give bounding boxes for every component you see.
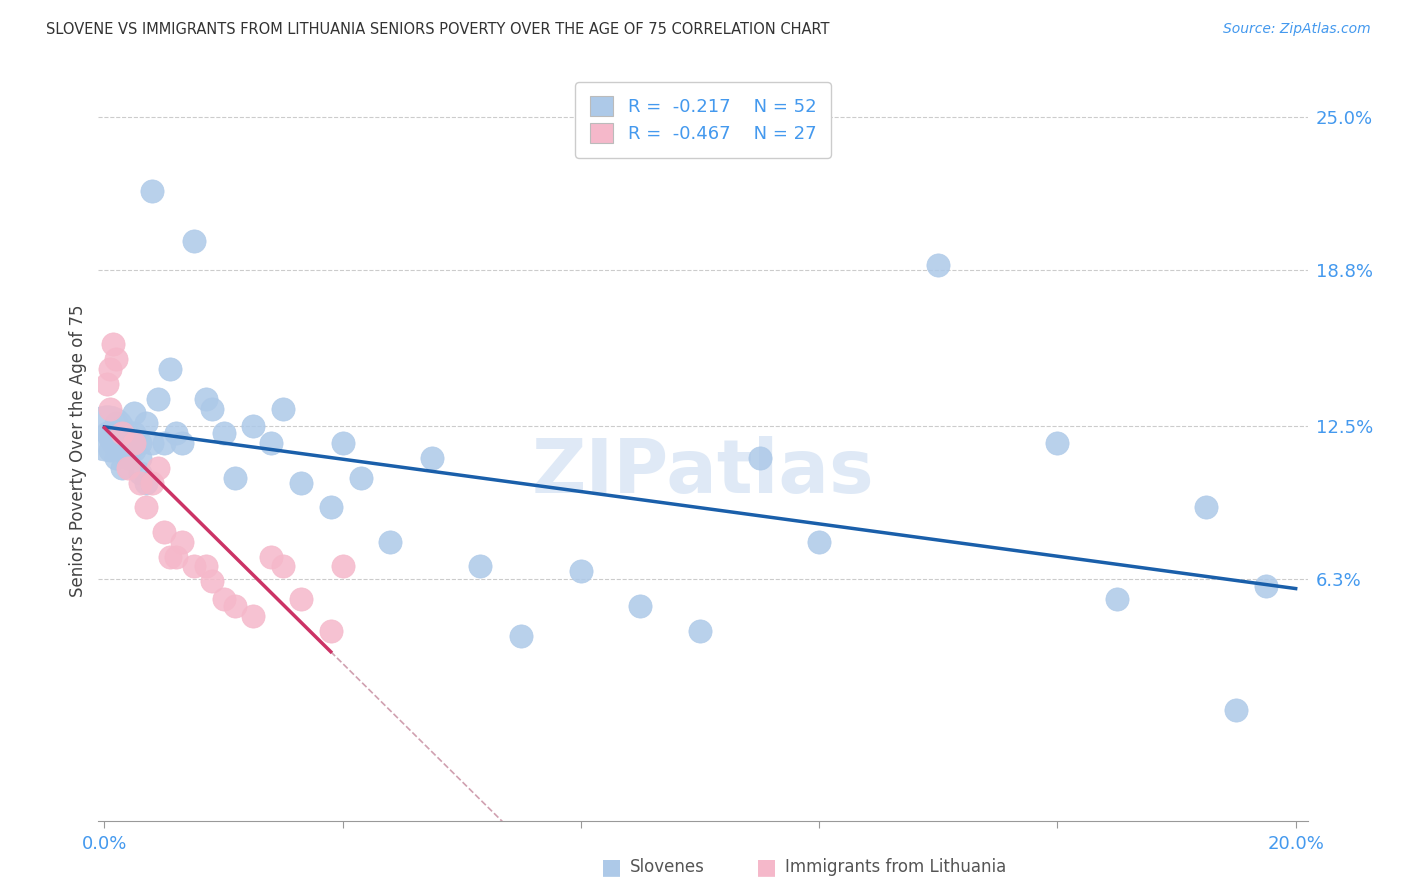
Point [271, 401, 294, 416]
Point [1195, 500, 1218, 515]
Point [183, 559, 205, 574]
Point [332, 436, 354, 450]
Point [194, 392, 217, 406]
Point [170, 436, 193, 450]
Text: Slovenes: Slovenes [630, 858, 704, 876]
Point [135, 475, 157, 490]
Point [105, 417, 128, 431]
Point [129, 450, 152, 465]
Point [242, 608, 264, 623]
Point [927, 259, 949, 273]
Point [98, 431, 121, 445]
Point [319, 624, 342, 638]
Point [103, 337, 125, 351]
Point [200, 401, 222, 416]
Point [96, 426, 118, 441]
Point [165, 426, 187, 441]
Text: ZIPatlas: ZIPatlas [531, 436, 875, 509]
Point [349, 470, 371, 484]
Point [146, 460, 169, 475]
Point [689, 624, 711, 638]
Point [165, 549, 187, 564]
Point [111, 426, 134, 441]
Point [111, 426, 134, 441]
Point [1254, 579, 1277, 593]
Point [129, 475, 152, 490]
Point [808, 534, 831, 549]
Text: ■: ■ [756, 857, 776, 877]
Point [111, 460, 134, 475]
Point [98, 443, 121, 458]
Point [105, 450, 128, 465]
Point [630, 599, 652, 613]
Y-axis label: Seniors Poverty Over the Age of 75: Seniors Poverty Over the Age of 75 [69, 304, 87, 597]
Point [129, 466, 152, 480]
Point [98, 362, 121, 376]
Point [468, 559, 491, 574]
Point [260, 549, 283, 564]
Text: Source: ZipAtlas.com: Source: ZipAtlas.com [1223, 22, 1371, 37]
Point [105, 352, 128, 367]
Point [98, 401, 121, 416]
Point [319, 500, 342, 515]
Point [117, 460, 139, 475]
Point [510, 629, 533, 643]
Point [212, 591, 235, 606]
Point [212, 426, 235, 441]
Point [141, 185, 163, 199]
Point [122, 436, 145, 450]
Point [122, 407, 145, 421]
Point [332, 559, 354, 574]
Point [96, 376, 118, 391]
Text: SLOVENE VS IMMIGRANTS FROM LITHUANIA SENIORS POVERTY OVER THE AGE OF 75 CORRELAT: SLOVENE VS IMMIGRANTS FROM LITHUANIA SEN… [46, 22, 830, 37]
Point [146, 392, 169, 406]
Point [153, 524, 176, 539]
Point [271, 559, 294, 574]
Point [141, 436, 163, 450]
Point [748, 450, 770, 465]
Point [117, 436, 139, 450]
Point [290, 475, 312, 490]
Point [242, 418, 264, 433]
Point [380, 534, 402, 549]
Point [103, 436, 125, 450]
Point [129, 436, 152, 450]
Point [224, 470, 246, 484]
Point [200, 574, 222, 589]
Point [290, 591, 312, 606]
Point [141, 475, 163, 490]
Point [153, 436, 176, 450]
Point [117, 450, 139, 465]
Point [569, 565, 592, 579]
Point [194, 559, 217, 574]
Point [1105, 591, 1128, 606]
Legend: R =  -0.217    N = 52, R =  -0.467    N = 27: R = -0.217 N = 52, R = -0.467 N = 27 [575, 82, 831, 158]
Point [224, 599, 246, 613]
Point [1046, 436, 1069, 450]
Point [122, 426, 145, 441]
Point [135, 417, 157, 431]
Point [159, 549, 181, 564]
Point [96, 426, 118, 441]
Point [183, 234, 205, 248]
Point [1225, 703, 1247, 717]
Point [260, 436, 283, 450]
Text: ■: ■ [602, 857, 621, 877]
Point [159, 362, 181, 376]
Point [122, 443, 145, 458]
Text: Immigrants from Lithuania: Immigrants from Lithuania [785, 858, 1005, 876]
Point [135, 500, 157, 515]
Point [170, 534, 193, 549]
Point [420, 450, 443, 465]
